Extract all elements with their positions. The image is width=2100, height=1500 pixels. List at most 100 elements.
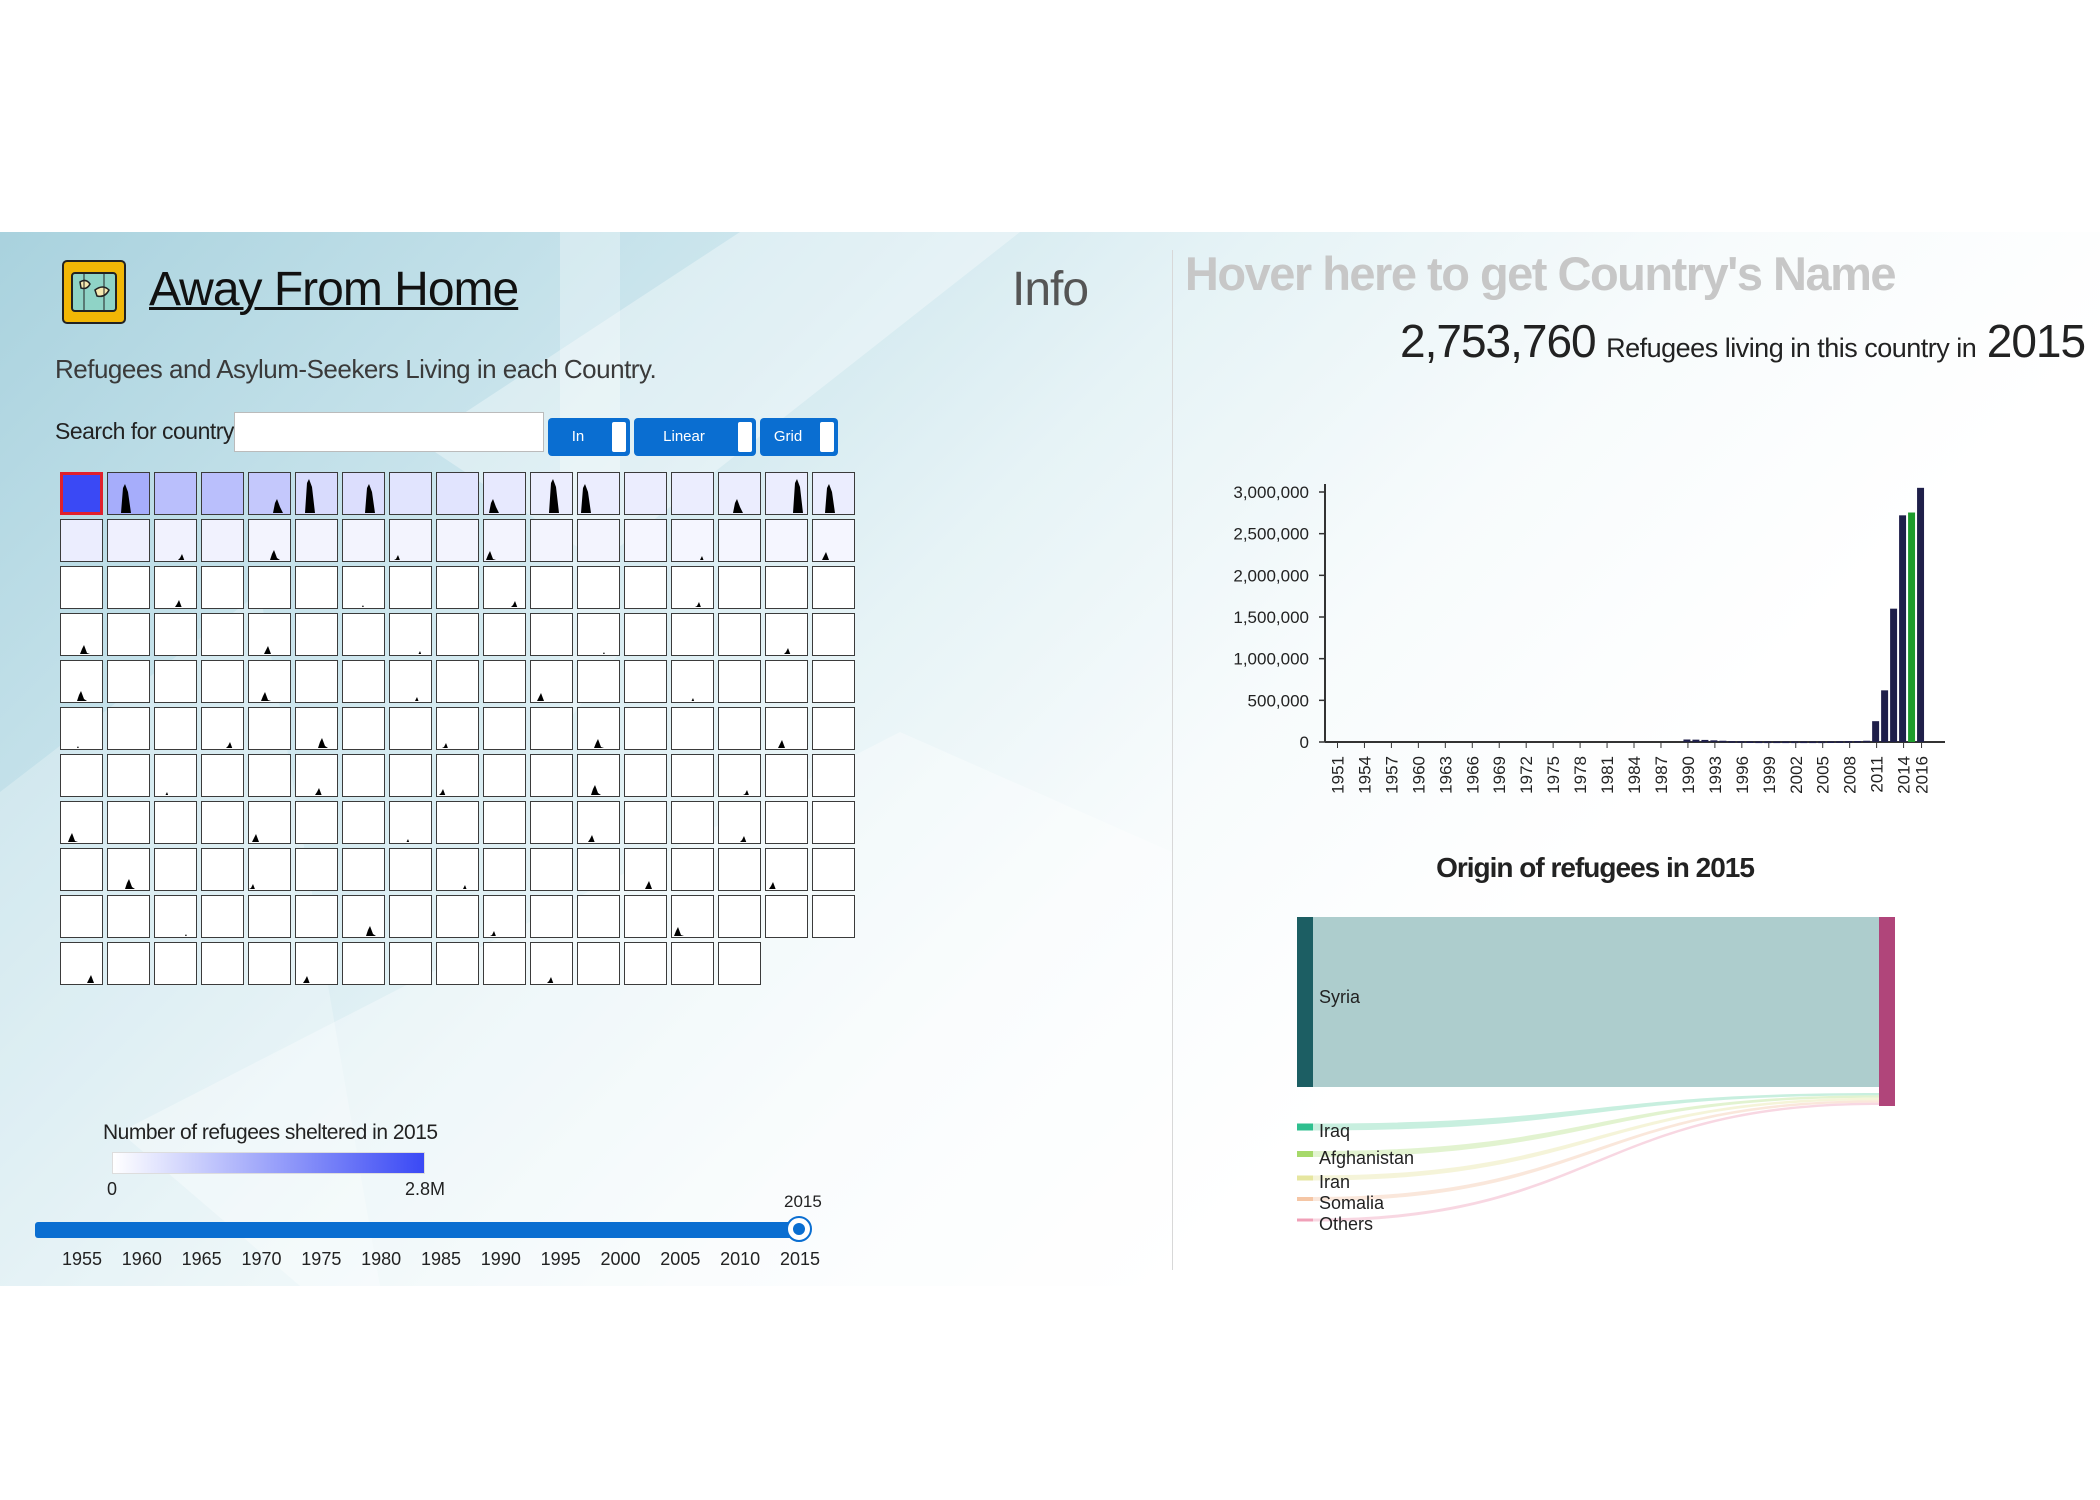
country-cell[interactable] (530, 519, 573, 562)
country-cell[interactable] (765, 660, 808, 703)
country-cell[interactable] (342, 660, 385, 703)
country-cell[interactable] (201, 895, 244, 938)
bar[interactable] (1710, 740, 1718, 742)
country-cell[interactable] (765, 848, 808, 891)
country-cell[interactable] (530, 942, 573, 985)
country-cell[interactable] (154, 613, 197, 656)
country-cell[interactable] (530, 566, 573, 609)
country-cell[interactable] (436, 660, 479, 703)
country-cell[interactable] (201, 801, 244, 844)
sankey-source-node[interactable] (1297, 1151, 1313, 1157)
country-cell[interactable] (812, 801, 855, 844)
country-cell[interactable] (295, 848, 338, 891)
country-cell[interactable] (248, 942, 291, 985)
country-cell[interactable] (718, 848, 761, 891)
sankey-source-node[interactable] (1297, 1123, 1313, 1131)
country-cell[interactable] (60, 754, 103, 797)
country-cell[interactable] (436, 801, 479, 844)
bar[interactable] (1863, 740, 1871, 743)
country-cell[interactable] (483, 566, 526, 609)
country-cell[interactable] (107, 613, 150, 656)
country-cell[interactable] (389, 613, 432, 656)
country-cell[interactable] (624, 895, 667, 938)
country-cell[interactable] (624, 519, 667, 562)
country-cell[interactable] (436, 848, 479, 891)
country-cell[interactable] (483, 848, 526, 891)
country-cell[interactable] (577, 613, 620, 656)
country-cell[interactable] (671, 660, 714, 703)
country-cell[interactable] (624, 472, 667, 515)
country-cell[interactable] (436, 754, 479, 797)
country-cell[interactable] (577, 660, 620, 703)
country-cell[interactable] (342, 613, 385, 656)
country-cell[interactable] (671, 848, 714, 891)
country-cell[interactable] (812, 895, 855, 938)
sankey-link[interactable] (1313, 1093, 1879, 1131)
sankey-source-node[interactable] (1297, 1197, 1313, 1201)
country-cell[interactable] (436, 707, 479, 750)
sankey-target-node[interactable] (1879, 917, 1895, 1106)
country-cell[interactable] (765, 566, 808, 609)
country-cell[interactable] (530, 754, 573, 797)
country-cell[interactable] (483, 942, 526, 985)
country-cell[interactable] (530, 613, 573, 656)
country-cell[interactable] (671, 613, 714, 656)
country-cell[interactable] (389, 848, 432, 891)
country-cell[interactable] (389, 801, 432, 844)
country-cell[interactable] (342, 895, 385, 938)
country-cell[interactable] (201, 472, 244, 515)
country-cell[interactable] (718, 942, 761, 985)
bar[interactable] (1872, 721, 1880, 742)
country-cell[interactable] (624, 801, 667, 844)
country-cell[interactable] (389, 472, 432, 515)
country-cell[interactable] (765, 613, 808, 656)
country-cell[interactable] (107, 566, 150, 609)
bar[interactable] (1791, 741, 1799, 744)
country-cell[interactable] (389, 519, 432, 562)
country-cell[interactable] (718, 754, 761, 797)
country-cell[interactable] (718, 472, 761, 515)
country-cell[interactable] (248, 660, 291, 703)
country-cell[interactable] (342, 566, 385, 609)
country-cell[interactable] (812, 660, 855, 703)
country-cell[interactable] (436, 519, 479, 562)
country-cell[interactable] (342, 848, 385, 891)
bar[interactable] (1854, 741, 1862, 743)
year-slider-track[interactable] (35, 1222, 803, 1238)
country-cell[interactable] (483, 707, 526, 750)
country-cell[interactable] (624, 707, 667, 750)
country-cell[interactable] (530, 472, 573, 515)
bar[interactable] (1755, 741, 1763, 744)
country-cell[interactable] (342, 942, 385, 985)
country-cell[interactable] (483, 754, 526, 797)
country-cell[interactable] (765, 895, 808, 938)
country-cell[interactable] (248, 801, 291, 844)
country-cell[interactable] (295, 660, 338, 703)
sankey-source-node[interactable] (1297, 917, 1313, 1087)
country-cell[interactable] (295, 707, 338, 750)
country-cell[interactable] (201, 660, 244, 703)
bar[interactable] (1890, 608, 1898, 742)
country-cell[interactable] (295, 895, 338, 938)
bar[interactable] (1845, 741, 1853, 743)
country-cell[interactable] (248, 895, 291, 938)
sankey-link[interactable] (1313, 1100, 1879, 1201)
country-cell[interactable] (60, 472, 103, 515)
country-cell[interactable] (389, 707, 432, 750)
bar[interactable] (1683, 739, 1691, 743)
country-cell[interactable] (389, 566, 432, 609)
country-cell[interactable] (154, 754, 197, 797)
country-cell[interactable] (154, 519, 197, 562)
country-cell[interactable] (201, 848, 244, 891)
country-cell[interactable] (248, 707, 291, 750)
bar[interactable] (1746, 741, 1754, 744)
country-cell[interactable] (60, 566, 103, 609)
country-cell[interactable] (718, 519, 761, 562)
country-cell[interactable] (107, 801, 150, 844)
country-cell[interactable] (624, 566, 667, 609)
country-cell[interactable] (765, 472, 808, 515)
country-cell[interactable] (483, 613, 526, 656)
country-cell[interactable] (154, 942, 197, 985)
sankey-link[interactable] (1313, 1102, 1879, 1222)
country-name-hover[interactable]: Hover here to get Country's Name (1184, 247, 1897, 300)
